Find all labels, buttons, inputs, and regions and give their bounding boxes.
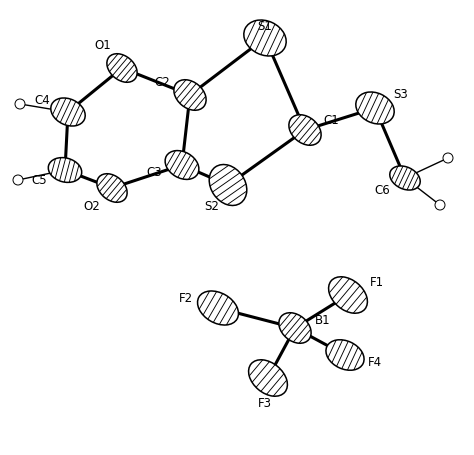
Ellipse shape bbox=[328, 277, 367, 313]
Text: F3: F3 bbox=[258, 397, 272, 410]
Text: F2: F2 bbox=[179, 292, 193, 304]
Text: S1: S1 bbox=[257, 20, 273, 33]
Text: C4: C4 bbox=[34, 93, 50, 106]
Ellipse shape bbox=[356, 92, 394, 124]
Ellipse shape bbox=[13, 175, 23, 185]
Text: O1: O1 bbox=[95, 39, 111, 52]
Text: S3: S3 bbox=[393, 89, 408, 101]
Ellipse shape bbox=[209, 165, 247, 206]
Text: C5: C5 bbox=[31, 173, 47, 187]
Ellipse shape bbox=[326, 340, 364, 370]
Ellipse shape bbox=[390, 166, 420, 190]
Ellipse shape bbox=[244, 20, 286, 56]
Ellipse shape bbox=[174, 80, 206, 110]
Text: B1: B1 bbox=[315, 313, 331, 327]
Text: C6: C6 bbox=[374, 183, 390, 197]
Ellipse shape bbox=[48, 157, 82, 182]
Ellipse shape bbox=[51, 98, 85, 126]
Text: C3: C3 bbox=[146, 166, 162, 178]
Text: S2: S2 bbox=[205, 200, 219, 213]
Text: F1: F1 bbox=[370, 275, 384, 288]
Ellipse shape bbox=[165, 151, 199, 179]
Ellipse shape bbox=[279, 313, 311, 343]
Text: O2: O2 bbox=[83, 200, 100, 213]
Ellipse shape bbox=[15, 99, 25, 109]
Ellipse shape bbox=[289, 115, 321, 145]
Text: C1: C1 bbox=[323, 113, 339, 126]
Text: C2: C2 bbox=[154, 76, 170, 89]
Text: F4: F4 bbox=[368, 357, 382, 369]
Ellipse shape bbox=[248, 360, 287, 396]
Ellipse shape bbox=[198, 291, 238, 325]
Ellipse shape bbox=[107, 54, 137, 82]
Ellipse shape bbox=[435, 200, 445, 210]
Ellipse shape bbox=[443, 153, 453, 163]
Ellipse shape bbox=[97, 174, 127, 202]
